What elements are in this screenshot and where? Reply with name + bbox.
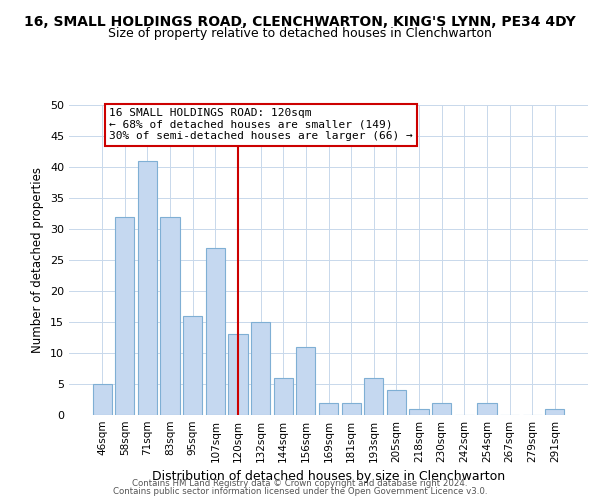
Bar	[296, 347, 316, 415]
Bar	[409, 409, 428, 415]
Text: Size of property relative to detached houses in Clenchwarton: Size of property relative to detached ho…	[108, 28, 492, 40]
Text: 16, SMALL HOLDINGS ROAD, CLENCHWARTON, KING'S LYNN, PE34 4DY: 16, SMALL HOLDINGS ROAD, CLENCHWARTON, K…	[24, 15, 576, 29]
Bar	[432, 402, 451, 415]
Text: 16 SMALL HOLDINGS ROAD: 120sqm
← 68% of detached houses are smaller (149)
30% of: 16 SMALL HOLDINGS ROAD: 120sqm ← 68% of …	[109, 108, 413, 142]
Bar	[251, 322, 270, 415]
Bar	[160, 216, 180, 415]
Bar	[183, 316, 202, 415]
Y-axis label: Number of detached properties: Number of detached properties	[31, 167, 44, 353]
Bar	[138, 161, 157, 415]
Bar	[115, 216, 134, 415]
Text: Contains HM Land Registry data © Crown copyright and database right 2024.: Contains HM Land Registry data © Crown c…	[132, 478, 468, 488]
Bar	[341, 402, 361, 415]
Bar	[92, 384, 112, 415]
Bar	[229, 334, 248, 415]
Bar	[545, 409, 565, 415]
Bar	[477, 402, 497, 415]
X-axis label: Distribution of detached houses by size in Clenchwarton: Distribution of detached houses by size …	[152, 470, 505, 484]
Bar	[274, 378, 293, 415]
Text: Contains public sector information licensed under the Open Government Licence v3: Contains public sector information licen…	[113, 487, 487, 496]
Bar	[364, 378, 383, 415]
Bar	[206, 248, 225, 415]
Bar	[387, 390, 406, 415]
Bar	[319, 402, 338, 415]
